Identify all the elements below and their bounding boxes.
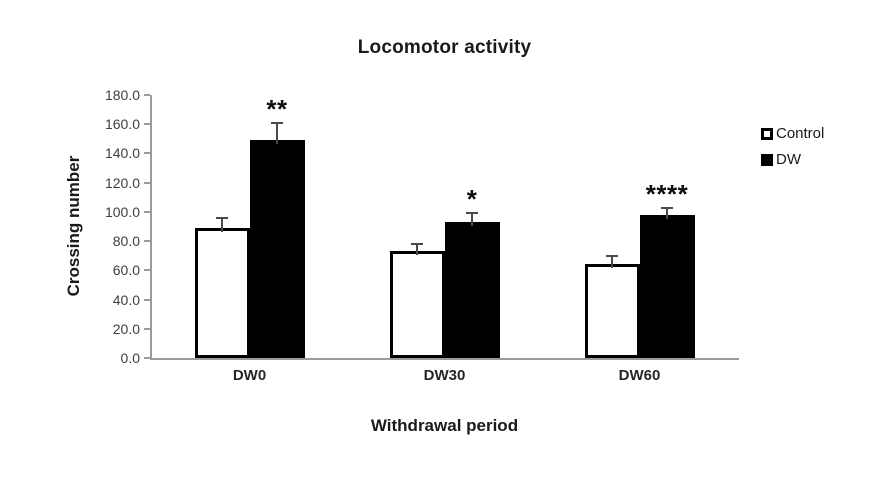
- error-bar-cap-dw-dw0: [271, 121, 283, 124]
- y-tick-label: 80.0: [112, 233, 140, 250]
- significance-marker-dw30: *: [466, 184, 478, 215]
- x-tick-label-dw60: DW60: [618, 367, 661, 384]
- y-tick-mark: [144, 210, 150, 213]
- error-bar-stem-dw-dw60: [666, 207, 668, 219]
- legend-item-dw: DW: [761, 152, 824, 167]
- y-tick-mark: [144, 152, 150, 155]
- bar-dw-dw0: [249, 140, 305, 358]
- y-tick-mark: [144, 357, 150, 359]
- bar-control-dw60: [584, 264, 640, 358]
- y-tick-label: 160.0: [104, 116, 140, 133]
- y-tick-mark: [144, 181, 150, 184]
- y-tick-mark: [144, 298, 150, 301]
- error-bar-stem-dw-dw30: [471, 213, 473, 227]
- error-bar-cap-control-dw0: [216, 216, 228, 219]
- plot-area: 0.0 20.0 40.0 60.0 80.0 100.0 120.0 140.0 160.0 1…: [105, 87, 739, 384]
- x-axis-title: Withdrawal period: [370, 416, 519, 435]
- y-tick-mark: [144, 240, 150, 243]
- error-bar-stem-dw-dw0: [276, 122, 278, 145]
- error-bar-cap-control-dw30: [411, 243, 423, 246]
- y-tick-label: 0.0: [120, 350, 140, 366]
- y-axis-line: [150, 95, 152, 360]
- y-tick-mark: [144, 269, 150, 272]
- legend-label-dw: DW: [776, 151, 801, 168]
- significance-marker-dw60: ****: [645, 178, 689, 209]
- y-tick-label: 140.0: [104, 145, 140, 162]
- error-bar-cap-control-dw60: [606, 254, 618, 257]
- y-tick-mark: [144, 94, 150, 96]
- dw-swatch-icon: [761, 153, 773, 166]
- x-tick-label-dw30: DW30: [423, 367, 466, 384]
- y-tick-label: 100.0: [104, 203, 140, 220]
- error-bar-stem-control-dw60: [611, 255, 613, 269]
- y-tick-label: 20.0: [112, 320, 140, 337]
- y-axis-title: Crossing number: [64, 155, 83, 297]
- y-tick-mark: [144, 123, 150, 126]
- legend: Control DW: [761, 126, 824, 178]
- error-bar-stem-control-dw0: [221, 217, 223, 232]
- y-tick-mark: [144, 327, 150, 330]
- y-tick-label: 40.0: [112, 291, 140, 308]
- x-axis-line: [150, 358, 739, 360]
- bar-dw-dw30: [444, 222, 500, 358]
- legend-item-control: Control: [761, 126, 824, 141]
- chart-title: Locomotor activity: [357, 37, 532, 58]
- bar-dw-dw60: [639, 214, 695, 358]
- x-tick-label-dw0: DW0: [232, 367, 267, 384]
- error-bar-cap-dw-dw60: [661, 206, 673, 209]
- bar-control-dw30: [389, 251, 445, 358]
- bar-control-dw0: [194, 227, 250, 358]
- error-bar-cap-dw-dw30: [466, 212, 478, 215]
- y-tick-label: 120.0: [104, 174, 140, 191]
- legend-label-control: Control: [776, 125, 825, 142]
- y-tick-label: 60.0: [112, 262, 140, 279]
- significance-marker-dw0: **: [266, 93, 288, 124]
- control-swatch-icon: [761, 127, 773, 140]
- error-bar-stem-control-dw30: [416, 244, 418, 256]
- y-tick-label: 180.0: [104, 87, 140, 103]
